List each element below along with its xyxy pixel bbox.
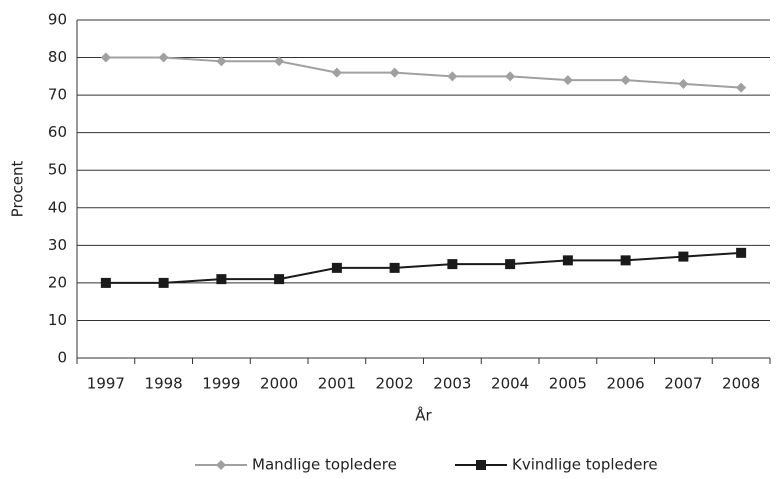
x-tick-label: 2001 (318, 375, 356, 393)
x-axis-label: År (415, 406, 432, 425)
marker (678, 251, 689, 262)
x-tick-label: 1998 (145, 375, 183, 393)
legend-label: Mandlige topledere (252, 456, 397, 474)
y-tick-label: 40 (48, 198, 67, 216)
marker (736, 247, 747, 258)
x-tick-label: 2008 (722, 375, 760, 393)
x-tick-label: 1997 (87, 375, 125, 393)
marker (678, 78, 689, 89)
y-tick-label: 70 (48, 86, 67, 104)
marker (158, 52, 169, 63)
marker (389, 262, 400, 273)
marker (562, 255, 573, 266)
marker (274, 56, 285, 67)
y-tick-label: 60 (48, 123, 67, 141)
marker (476, 460, 486, 470)
marker (447, 71, 458, 82)
marker (331, 67, 342, 78)
marker (274, 274, 285, 285)
x-tick-label: 2000 (260, 375, 298, 393)
marker (158, 277, 169, 288)
x-tick-label: 2003 (433, 375, 471, 393)
marker (216, 274, 227, 285)
y-tick-label: 80 (48, 48, 67, 66)
x-tick-label: 1999 (202, 375, 240, 393)
y-tick-label: 10 (48, 311, 67, 329)
x-tick-label: 2002 (376, 375, 414, 393)
marker (100, 52, 111, 63)
marker (505, 259, 516, 270)
x-tick-label: 2007 (664, 375, 702, 393)
x-tick-label: 2005 (549, 375, 587, 393)
y-tick-label: 20 (48, 273, 67, 291)
y-tick-label: 50 (48, 161, 67, 179)
x-tick-label: 2004 (491, 375, 529, 393)
line (105, 251, 742, 284)
marker (736, 82, 747, 93)
marker (562, 75, 573, 86)
marker (216, 460, 226, 470)
line (105, 56, 742, 89)
marker (389, 67, 400, 78)
marker (447, 259, 458, 270)
y-tick-label: 0 (57, 349, 67, 367)
y-tick-label: 30 (48, 236, 67, 254)
marker (620, 75, 631, 86)
legend-label: Kvindlige topledere (512, 456, 658, 474)
marker (331, 262, 342, 273)
marker (620, 255, 631, 266)
marker (100, 277, 111, 288)
marker (216, 56, 227, 67)
x-tick-label: 2006 (607, 375, 645, 393)
y-tick-label: 90 (48, 11, 67, 29)
y-axis-label: Procent (9, 161, 27, 218)
marker (505, 71, 516, 82)
